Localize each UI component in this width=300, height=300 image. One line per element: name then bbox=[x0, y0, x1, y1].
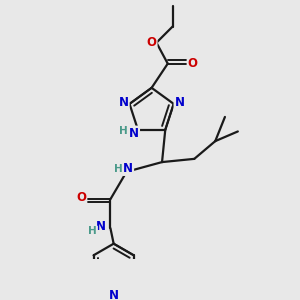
Text: O: O bbox=[188, 57, 198, 70]
Text: N: N bbox=[175, 96, 184, 109]
Text: N: N bbox=[119, 96, 129, 109]
Text: O: O bbox=[147, 36, 157, 49]
Text: H: H bbox=[114, 164, 123, 173]
Text: N: N bbox=[123, 162, 133, 175]
Text: O: O bbox=[76, 191, 86, 204]
Text: H: H bbox=[88, 226, 97, 236]
Text: N: N bbox=[96, 220, 106, 233]
Text: N: N bbox=[129, 127, 139, 140]
Text: H: H bbox=[119, 126, 128, 136]
Text: N: N bbox=[109, 290, 119, 300]
